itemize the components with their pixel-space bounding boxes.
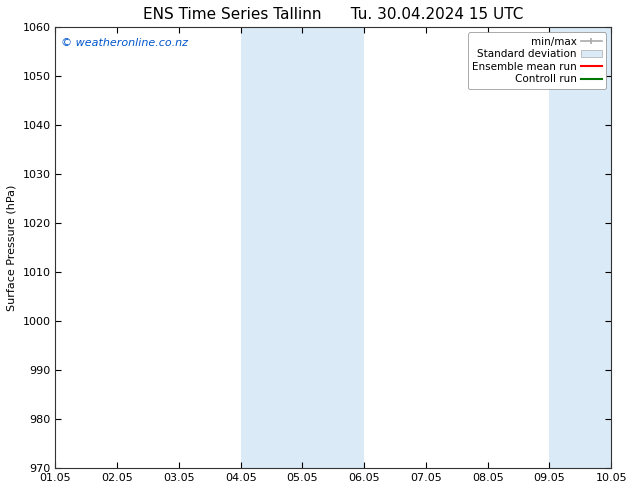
Legend: min/max, Standard deviation, Ensemble mean run, Controll run: min/max, Standard deviation, Ensemble me… xyxy=(468,32,606,89)
Title: ENS Time Series Tallinn      Tu. 30.04.2024 15 UTC: ENS Time Series Tallinn Tu. 30.04.2024 1… xyxy=(143,7,524,22)
Bar xyxy=(550,27,611,468)
Text: © weatheronline.co.nz: © weatheronline.co.nz xyxy=(61,38,188,49)
Bar xyxy=(241,27,302,468)
Y-axis label: Surface Pressure (hPa): Surface Pressure (hPa) xyxy=(7,185,17,311)
Bar xyxy=(302,27,365,468)
